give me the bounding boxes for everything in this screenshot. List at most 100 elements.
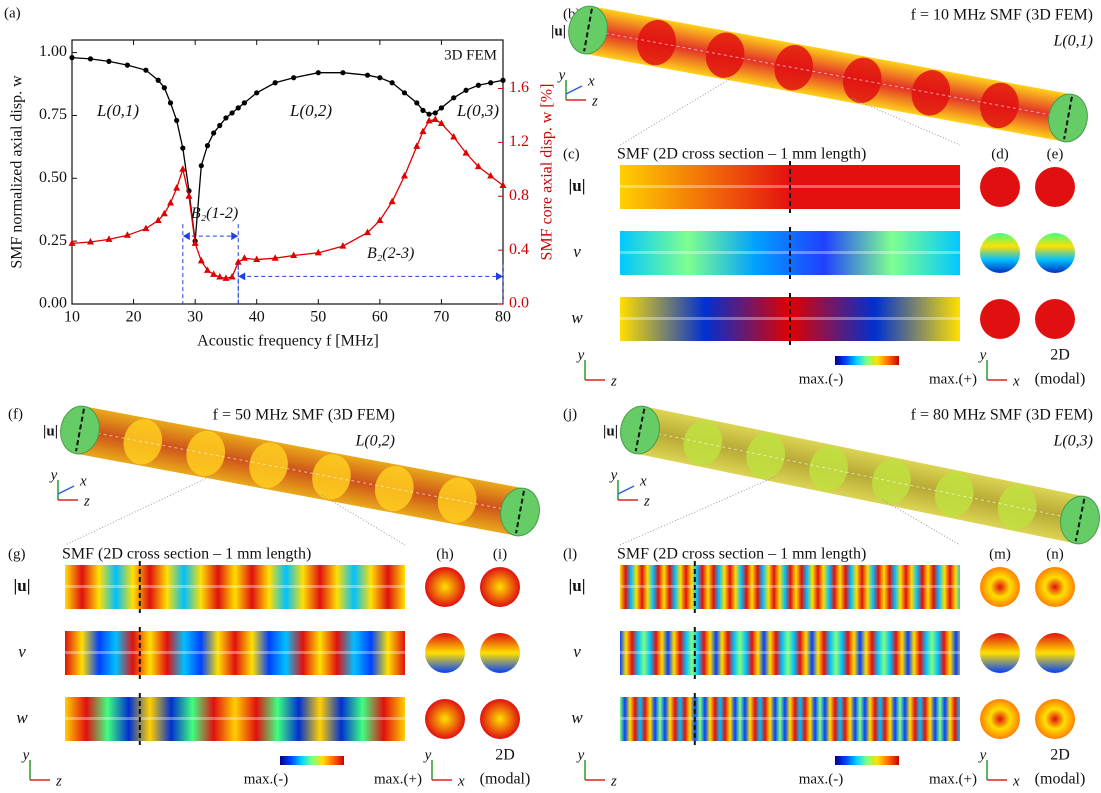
- fem-panel: (f)f = 50 MHz SMF (3D FEM)L(0,2)|u|yzx(g…: [8, 403, 543, 790]
- section-title: SMF (2D cross section – 1 mm length): [617, 546, 866, 563]
- field-label: |u|: [43, 423, 58, 439]
- x-tick-label: 50: [310, 309, 326, 326]
- marker: [427, 112, 432, 117]
- modal-label: (modal): [1035, 371, 1086, 388]
- x-tick-label: 60: [372, 309, 388, 326]
- marker: [69, 55, 74, 60]
- heatmap-core: [65, 651, 405, 654]
- axis-label: z: [83, 493, 90, 509]
- section-title: SMF (2D cross section – 1 mm length): [62, 546, 311, 563]
- y-axis-label: SMF normalized axial disp. w: [9, 75, 26, 269]
- modal-disc: [1035, 167, 1075, 207]
- modal-disc: [980, 299, 1020, 339]
- marker: [199, 163, 204, 168]
- heatmap-core: [65, 717, 405, 720]
- axis-label: z: [643, 493, 650, 509]
- modal-disc: [980, 233, 1020, 273]
- marker: [167, 199, 174, 206]
- modal-disc: [425, 567, 465, 607]
- marker: [173, 184, 180, 191]
- column-label: (i): [493, 546, 507, 562]
- colorbar-label: max.(+): [929, 371, 977, 387]
- y2-tick-label: 0.8: [509, 187, 529, 204]
- panel-label: (j): [563, 406, 577, 422]
- marker: [365, 73, 370, 78]
- row-label: v: [573, 242, 581, 261]
- axis-label: y: [49, 467, 58, 483]
- marker: [223, 115, 228, 120]
- fiber-axis: [80, 430, 520, 512]
- row-label: v: [18, 642, 26, 661]
- column-label: (m): [989, 546, 1011, 562]
- axis-label: x: [79, 473, 87, 489]
- y2-axis-label: SMF core axial disp. w [%]: [539, 84, 556, 261]
- colorbar-label: max.(-): [799, 771, 844, 787]
- row-label: |u|: [14, 576, 31, 595]
- marker: [389, 198, 396, 205]
- row-label: |u|: [569, 176, 586, 195]
- heatmap-core: [620, 585, 960, 588]
- marker: [420, 108, 425, 113]
- colorbar-label: max.(+): [374, 771, 422, 787]
- marker: [401, 172, 408, 179]
- marker: [156, 78, 161, 83]
- row-label: w: [16, 708, 28, 727]
- marker: [390, 80, 395, 85]
- marker: [229, 273, 236, 280]
- marker: [500, 181, 507, 188]
- colorbar-label: max.(+): [929, 771, 977, 787]
- marker: [340, 70, 345, 75]
- marker: [413, 142, 420, 149]
- marker: [174, 118, 179, 123]
- axis-arrow: [566, 86, 582, 94]
- panel-label: (f): [8, 406, 23, 422]
- column-label: (h): [436, 546, 454, 562]
- axis-label: y: [557, 67, 566, 83]
- modal-disc: [980, 167, 1020, 207]
- y-tick-label: 1.00: [39, 43, 67, 60]
- x-tick-label: 30: [187, 309, 203, 326]
- heatmap-core: [620, 717, 960, 720]
- marker: [143, 68, 148, 73]
- modal-label: 2D: [1050, 747, 1070, 764]
- marker: [205, 143, 210, 148]
- y2-tick-label: 1.2: [509, 133, 529, 150]
- marker: [433, 110, 438, 115]
- figure: (a) 3D FEM Acoustic frequency f [MHz] SM…: [0, 0, 1101, 793]
- mode-label: L(0,1): [1052, 33, 1093, 50]
- marker: [402, 90, 407, 95]
- fiber: [565, 3, 1091, 145]
- modal-label: (modal): [1035, 771, 1086, 788]
- marker: [438, 120, 445, 127]
- axis-label: x: [1012, 373, 1020, 389]
- fem-panel: (b)f = 10 MHz SMF (3D FEM)L(0,1)|u|yzx(c…: [551, 3, 1093, 390]
- axis-label: y: [609, 467, 618, 483]
- y-tick-label: 0.75: [39, 106, 67, 123]
- axis-label: y: [978, 747, 987, 763]
- modal-disc: [1035, 233, 1075, 273]
- marker: [432, 115, 439, 122]
- mode-label: L(0,2): [289, 101, 332, 120]
- modal-disc: [980, 633, 1020, 673]
- marker: [106, 59, 111, 64]
- row-label: v: [573, 642, 581, 661]
- marker: [254, 90, 259, 95]
- x-tick-label: 70: [433, 309, 449, 326]
- marker: [488, 80, 493, 85]
- row-label: w: [571, 708, 583, 727]
- panel-label: (l): [563, 546, 577, 562]
- marker: [168, 100, 173, 105]
- axis-arrow: [58, 486, 74, 494]
- colorbar-label: max.(-): [244, 771, 289, 787]
- fem-panel: (j)f = 80 MHz SMF (3D FEM)L(0,3)|u|yzx(l…: [563, 403, 1101, 790]
- marker: [463, 88, 468, 93]
- panel-label: (c): [563, 146, 580, 162]
- fiber: [616, 403, 1101, 548]
- marker: [210, 270, 217, 277]
- modal-disc: [1035, 299, 1075, 339]
- marker: [316, 70, 321, 75]
- colorbar: [835, 356, 899, 365]
- axis-label: x: [587, 73, 595, 89]
- marker: [217, 123, 222, 128]
- mode-label: L(0,2): [354, 433, 395, 450]
